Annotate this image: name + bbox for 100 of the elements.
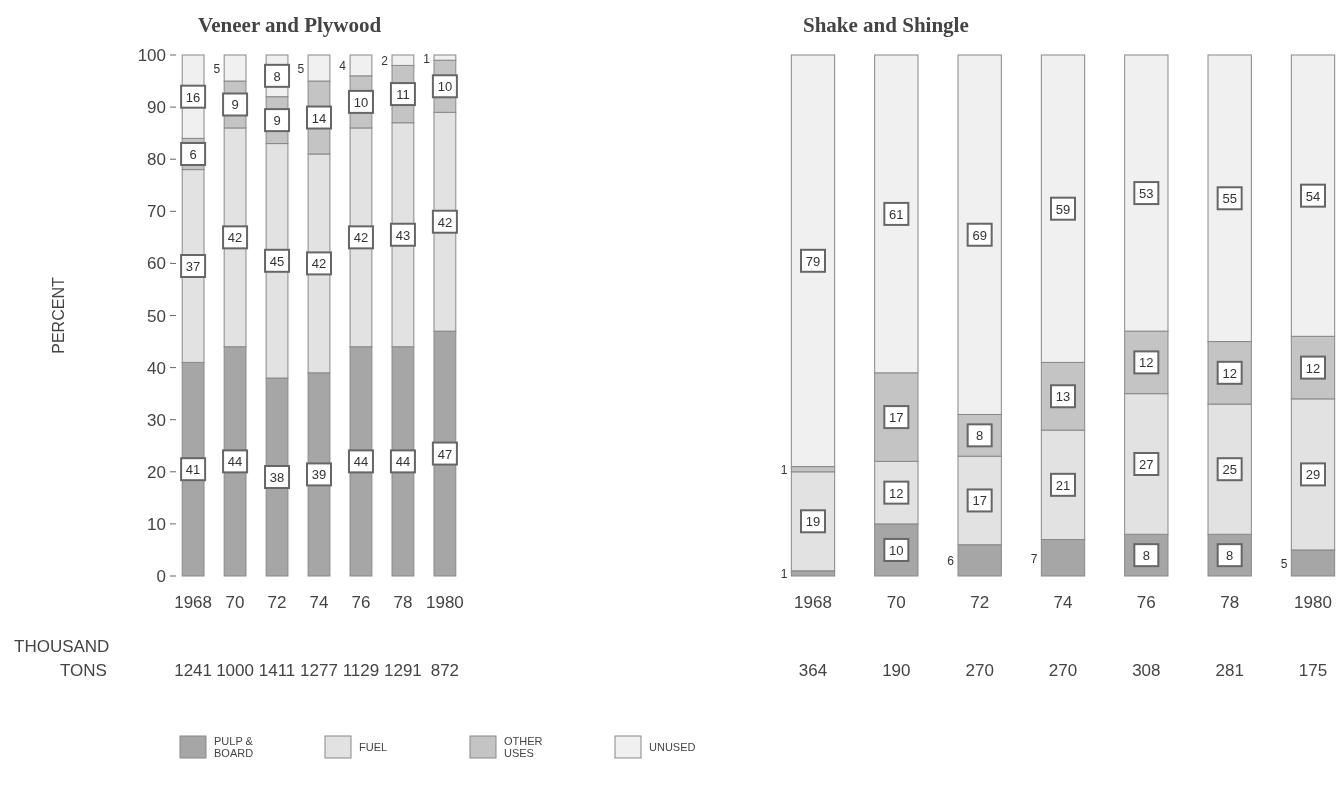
text: 364: [798, 661, 828, 680]
data-label: 44: [395, 454, 411, 470]
data-label: 37: [185, 259, 201, 275]
text: 1241: [174, 661, 213, 680]
y-tick-label: 60: [147, 254, 166, 274]
y-axis-title: PERCENT: [50, 277, 67, 354]
x-tick-label: 72: [970, 593, 990, 612]
data-label: 42: [353, 230, 369, 246]
y-tick-label: 10: [147, 514, 166, 534]
data-label: 13: [1055, 389, 1071, 405]
chart-title: Shake and Shingle: [803, 13, 969, 37]
data-label: 12: [889, 485, 904, 501]
text: 872: [430, 661, 460, 680]
data-label: 44: [353, 454, 369, 470]
data-label: 69: [972, 227, 987, 243]
data-label: 6: [947, 554, 955, 569]
x-tick-label: 1968: [794, 593, 832, 612]
data-label: 5: [1280, 556, 1288, 571]
data-label: 1: [780, 463, 788, 478]
x-tick-label: 78: [1220, 593, 1240, 612]
data-label: 8: [1226, 548, 1234, 564]
x-tick-label: 74: [1053, 593, 1073, 612]
data-label: 8: [976, 428, 984, 444]
data-label: 54: [1305, 188, 1321, 204]
data-label: 45: [269, 253, 285, 269]
y-tick-label: 50: [147, 306, 166, 326]
data-label: 42: [227, 230, 243, 246]
legend-label: UNUSED: [649, 741, 696, 753]
data-label: 4: [339, 59, 347, 74]
data-label: 47: [437, 446, 453, 462]
data-label: 2: [381, 54, 389, 69]
data-label: 10: [353, 94, 369, 110]
data-label: 9: [231, 97, 239, 113]
text: 1129: [342, 661, 380, 680]
legend-label: PULP & BOARD: [214, 735, 254, 759]
x-tick-label: 78: [393, 593, 413, 612]
data-label: 79: [805, 253, 821, 269]
text: 270: [1048, 661, 1078, 680]
x-tick-label: 70: [886, 593, 906, 612]
x-tick-label: 1980: [425, 593, 464, 612]
data-label: 53: [1139, 186, 1154, 202]
text: 175: [1298, 661, 1328, 680]
chart-title: Veneer and Plywood: [198, 13, 382, 37]
x-tick-label: 76: [1136, 593, 1156, 612]
legend-label: FUEL: [359, 741, 388, 753]
data-label: 42: [311, 256, 327, 272]
data-label: 25: [1222, 462, 1237, 478]
data-label: 10: [889, 542, 904, 558]
x-tick-label: 76: [351, 593, 371, 612]
x-tick-label: 1968: [174, 593, 213, 612]
data-label: 6: [189, 146, 197, 162]
data-label: 61: [889, 206, 904, 222]
data-label: 1: [423, 51, 431, 66]
text: 308: [1132, 661, 1161, 680]
data-label: 10: [437, 79, 453, 95]
x-tick-label: 74: [309, 593, 329, 612]
text: 1000: [216, 661, 254, 680]
text: 270: [965, 661, 994, 680]
data-label: 5: [297, 62, 305, 77]
text: 190: [882, 661, 911, 680]
data-label: 9: [273, 113, 281, 129]
data-label: 44: [227, 454, 243, 470]
x-tick-label: 1980: [1294, 593, 1332, 612]
data-label: 43: [395, 227, 411, 243]
data-label: 38: [269, 470, 285, 486]
text: 1291: [384, 661, 422, 680]
data-label: 39: [311, 467, 327, 483]
data-label: 12: [1139, 355, 1154, 371]
y-tick-label: 90: [147, 98, 166, 118]
y-tick-label: 80: [147, 150, 166, 170]
data-label: 19: [805, 514, 821, 530]
data-label: 29: [1305, 467, 1321, 483]
bar: [790, 54, 836, 468]
y-tick-label: 20: [147, 462, 166, 482]
data-label: 17: [972, 493, 987, 509]
data-label: 12: [1222, 365, 1237, 381]
y-tick-label: 0: [156, 567, 166, 586]
y-tick-label: 100: [137, 46, 166, 65]
x-tick-label: 72: [267, 593, 287, 612]
y-tick-label: 40: [147, 358, 166, 378]
x-tick-label: 70: [225, 593, 245, 612]
data-label: 12: [1305, 360, 1321, 376]
text: 281: [1215, 661, 1244, 680]
data-label: 41: [185, 462, 201, 478]
data-label: 11: [396, 87, 410, 103]
text: THOUSAND TONS: [14, 637, 110, 680]
text: 1277: [300, 661, 338, 680]
data-label: 5: [213, 62, 221, 77]
data-label: 16: [185, 89, 201, 105]
data-label: 7: [1030, 551, 1038, 566]
legend-label: OTHER USES: [504, 735, 543, 759]
y-tick-label: 30: [147, 410, 166, 430]
data-label: 59: [1055, 201, 1071, 217]
data-label: 42: [437, 214, 453, 230]
y-tick-label: 70: [147, 202, 166, 222]
data-label: 17: [889, 410, 904, 426]
data-label: 14: [311, 110, 327, 126]
data-label: 55: [1222, 191, 1237, 207]
data-label: 27: [1139, 456, 1154, 472]
data-label: 1: [780, 567, 788, 582]
